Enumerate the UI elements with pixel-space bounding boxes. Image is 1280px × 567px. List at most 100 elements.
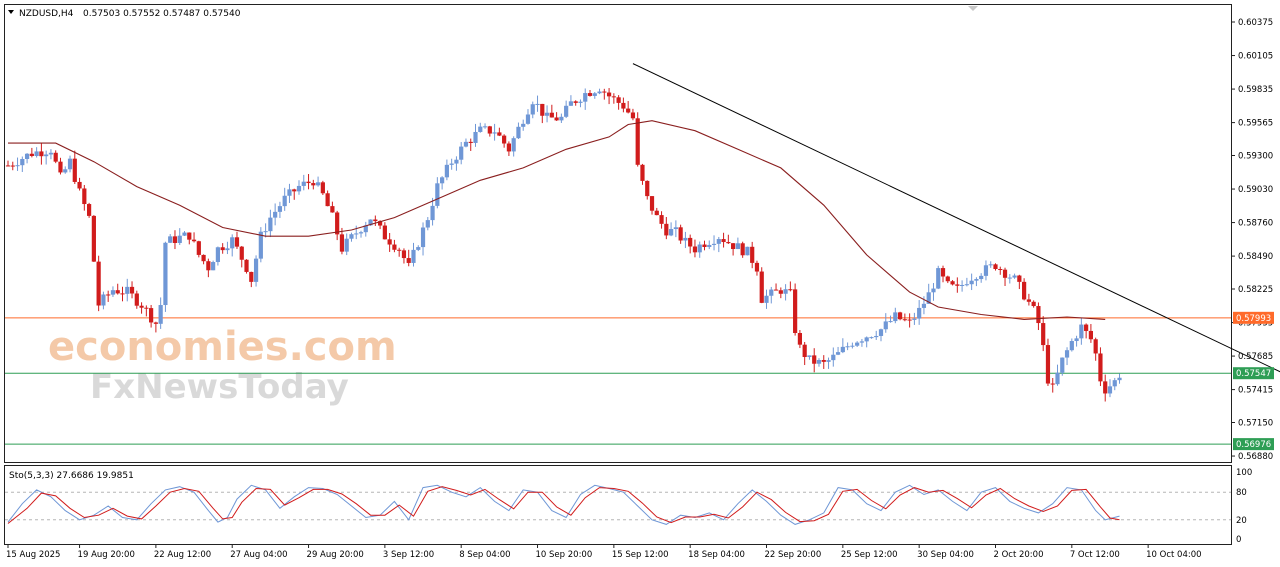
time-tick-label: 7 Oct 12:00 bbox=[1070, 550, 1120, 560]
candle-bull bbox=[15, 165, 20, 167]
candle-bull bbox=[707, 244, 712, 248]
candle-bull bbox=[988, 264, 993, 266]
candle-bull bbox=[463, 141, 469, 147]
candle-bear bbox=[645, 180, 650, 197]
candle-bull bbox=[959, 284, 965, 286]
candle-bull bbox=[931, 288, 936, 293]
time-tick-label: 19 Aug 20:00 bbox=[78, 550, 135, 560]
candle-bear bbox=[897, 312, 903, 320]
support-price-tag-label: 0.56976 bbox=[1236, 440, 1271, 450]
candle-bear bbox=[721, 239, 726, 243]
candle-bull bbox=[211, 262, 216, 271]
downtrend-line bbox=[632, 63, 1280, 373]
price-tick-label: 0.57415 bbox=[1238, 386, 1273, 396]
candle-bear bbox=[1022, 281, 1027, 300]
candle-bear bbox=[659, 215, 664, 224]
candle-bull bbox=[315, 182, 321, 186]
candle-bull bbox=[368, 219, 373, 226]
candlesticks bbox=[5, 88, 1122, 402]
candle-bull bbox=[425, 220, 430, 228]
candle-bull bbox=[511, 138, 516, 152]
candle-bear bbox=[29, 153, 34, 156]
time-tick-label: 29 Aug 20:00 bbox=[307, 550, 364, 560]
candle-bear bbox=[387, 239, 392, 245]
candle-bull bbox=[974, 279, 979, 281]
watermark: economies.com FxNewsToday bbox=[48, 324, 397, 407]
candle-bear bbox=[602, 91, 607, 93]
candle-bear bbox=[339, 234, 345, 252]
candle-bull bbox=[583, 93, 588, 102]
candle-bear bbox=[497, 132, 502, 136]
candle-bear bbox=[149, 308, 154, 323]
candle-bull bbox=[764, 295, 769, 303]
candle-bear bbox=[139, 305, 144, 308]
candle-bull bbox=[826, 360, 831, 362]
moving-average-line bbox=[8, 120, 1106, 320]
support-price-tag bbox=[1233, 438, 1274, 451]
candle-bull bbox=[969, 280, 974, 285]
candle-bear bbox=[950, 281, 955, 285]
candle-bear bbox=[626, 108, 631, 113]
candle-bear bbox=[797, 332, 803, 345]
candle-bull bbox=[979, 275, 984, 280]
candle-bear bbox=[234, 237, 240, 247]
candle-bull bbox=[44, 154, 49, 157]
candle-bull bbox=[864, 337, 869, 342]
candle-bull bbox=[63, 169, 68, 173]
time-tick-label: 10 Sep 20:00 bbox=[536, 550, 593, 560]
resistance-price-tag-label: 0.57993 bbox=[1236, 314, 1271, 324]
horizontal-levels bbox=[5, 317, 1231, 445]
candle-bull bbox=[34, 151, 39, 156]
current-price-tag-label: 0.57547 bbox=[1236, 369, 1271, 379]
candle-bull bbox=[1060, 357, 1065, 373]
candle-bull bbox=[964, 284, 969, 286]
candle-bear bbox=[630, 112, 636, 119]
chart-shift-marker-icon[interactable] bbox=[968, 6, 978, 11]
candle-bear bbox=[306, 181, 311, 184]
candle-bull bbox=[478, 126, 483, 132]
candle-bull bbox=[521, 123, 526, 127]
stochastic-level-label: 80 bbox=[1236, 488, 1247, 498]
candle-bear bbox=[10, 165, 15, 167]
time-tick-label: 25 Sep 12:00 bbox=[841, 550, 898, 560]
candle-bear bbox=[554, 117, 559, 121]
candle-bear bbox=[955, 284, 960, 286]
candle-bull bbox=[273, 211, 278, 218]
stochastic-label: Sto(5,3,3) 27.6686 19.9851 bbox=[9, 471, 134, 481]
candle-bull bbox=[449, 163, 454, 165]
price-tick-label: 0.59030 bbox=[1238, 185, 1273, 195]
price-axis: 0.60375 0.60105 0.59835 0.59565 0.59300 0.590… bbox=[1231, 18, 1273, 545]
candle-bear bbox=[778, 290, 783, 294]
header-dropdown-icon[interactable] bbox=[8, 10, 14, 14]
price-tick-label: 0.60375 bbox=[1238, 18, 1273, 28]
candle-bull bbox=[530, 104, 535, 115]
candle-bull bbox=[459, 146, 464, 160]
candle-bull bbox=[1012, 275, 1017, 278]
candle-bear bbox=[292, 189, 297, 192]
candle-bear bbox=[311, 183, 316, 186]
candle-bull bbox=[125, 286, 130, 294]
candle-bear bbox=[244, 259, 249, 272]
candle-bear bbox=[1041, 323, 1046, 346]
header-ohlc: 0.57503 0.57552 0.57487 0.57540 bbox=[83, 9, 241, 19]
candle-bull bbox=[268, 217, 273, 232]
candle-bear bbox=[998, 269, 1003, 271]
candle-bull bbox=[711, 243, 717, 245]
candle-bull bbox=[358, 232, 364, 234]
stochastic-level-label: 100 bbox=[1236, 468, 1252, 478]
candle-bull bbox=[230, 237, 235, 249]
candle-bull bbox=[416, 247, 421, 250]
moving-average bbox=[8, 120, 1106, 320]
candle-bull bbox=[444, 164, 449, 178]
time-tick-label: 8 Sep 04:00 bbox=[459, 550, 510, 560]
candle-bull bbox=[110, 290, 116, 295]
candle-bear bbox=[377, 221, 383, 226]
candle-bull bbox=[258, 231, 263, 259]
candle-bear bbox=[502, 135, 507, 144]
candle-bear bbox=[540, 103, 545, 116]
candle-bear bbox=[773, 289, 779, 291]
candle-bull bbox=[559, 116, 564, 121]
candle-bull bbox=[287, 189, 292, 196]
candle-bull bbox=[1117, 377, 1122, 381]
